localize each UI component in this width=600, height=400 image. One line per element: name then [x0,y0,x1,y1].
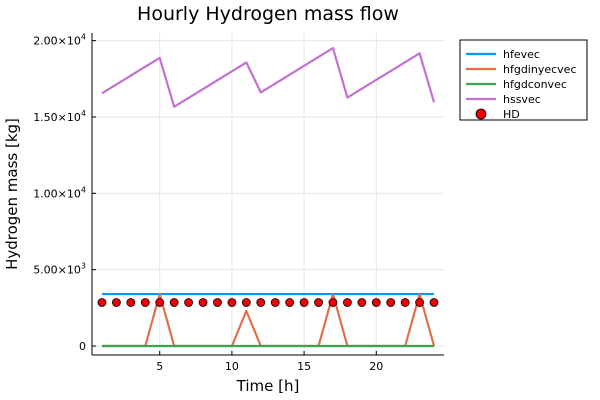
legend-swatch-HD [475,108,487,120]
point-HD [213,298,222,307]
x-tick-label: 15 [297,360,311,373]
point-HD [314,298,323,307]
x-tick-label: 10 [225,360,239,373]
point-HD [112,298,121,307]
point-HD [256,298,266,307]
axes [91,33,444,356]
point-HD [386,298,396,307]
point-HD [184,298,193,307]
y-tick-label: 1.00×104 [33,185,86,200]
point-HD [371,298,381,307]
point-HD [198,298,208,307]
scatter-points [97,298,439,307]
y-tick-label: 1.50×104 [33,109,86,124]
point-HD [227,298,237,307]
legend-label-hssvec: hssvec [503,93,541,106]
y-tick-labels: 0 5.00×103 1.00×104 1.50×104 2.00×104 [33,33,96,353]
legend-box [459,39,588,121]
x-tick-labels: 5 10 15 20 [156,351,383,373]
point-HD [140,298,150,307]
series-line-hfgdinyecvec [101,292,436,348]
point-HD [285,298,295,307]
y-axis-label: Hydrogen mass [kg] [3,118,21,270]
series-line-hssvec [101,47,436,108]
point-HD [429,298,439,307]
x-tick-label: 5 [156,360,163,373]
point-HD [241,298,251,307]
y-tick-label: 2.00×104 [33,33,86,48]
point-HD [400,298,410,307]
legend-label-HD: HD [503,108,520,121]
legend-label-hfevec: hfevec [503,48,540,61]
point-HD [155,298,165,307]
x-tick-label: 20 [369,360,383,373]
point-HD [126,298,136,307]
point-HD [343,298,352,307]
legend: hfevec hfgdinyecvec hfgdconvec hssvec HD [459,39,588,121]
series-lines [101,47,436,348]
point-HD [328,298,338,307]
point-HD [270,298,280,307]
point-HD [357,298,367,307]
point-HD [299,298,309,307]
chart-title: Hourly Hydrogen mass flow [137,3,399,25]
y-tick-label: 0 [79,340,86,353]
point-HD [97,298,107,307]
point-HD [169,298,179,307]
y-tick-label: 5.00×103 [33,262,86,277]
legend-label-hfgdinyecvec: hfgdinyecvec [503,63,577,76]
point-HD [415,298,424,307]
legend-label-hfgdconvec: hfgdconvec [503,78,567,91]
x-axis-label: Time [h] [236,377,300,395]
